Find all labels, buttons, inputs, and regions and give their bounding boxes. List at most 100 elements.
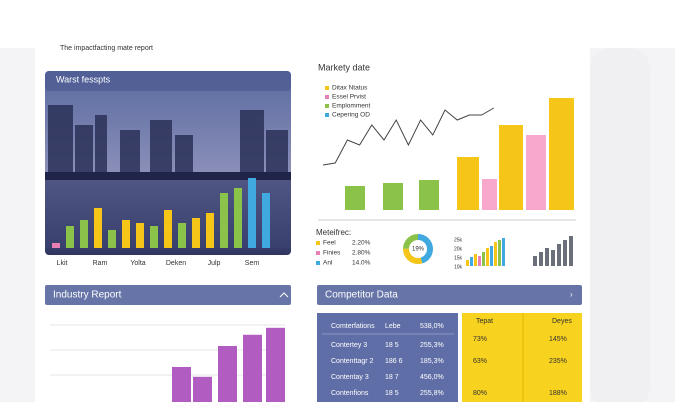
bar: [122, 220, 130, 248]
bar: [526, 135, 546, 210]
legend-swatch: [316, 251, 320, 255]
legend-label: Essel Prvist: [332, 94, 366, 101]
bar: [150, 226, 158, 248]
header-note: The impactfacting mate report: [60, 45, 153, 52]
x-label: Lkit: [57, 260, 68, 267]
bar: [502, 238, 505, 266]
bar: [533, 256, 537, 266]
table-cell: 80%: [473, 390, 487, 397]
table-cell: 186 6: [385, 358, 403, 365]
axis-label: 10k: [454, 264, 463, 270]
bar: [136, 223, 144, 248]
table-cell: Contenfions: [331, 390, 369, 397]
table-cell: 255,8%: [420, 390, 444, 397]
bar: [494, 242, 497, 266]
bar: [94, 208, 102, 248]
bar: [234, 188, 242, 248]
panel-title: Competitor Data: [325, 290, 398, 301]
legend-swatch: [325, 86, 329, 90]
legend-label: Emplomment: [332, 103, 370, 110]
bar: [248, 178, 256, 248]
title-band: [45, 71, 291, 91]
x-label: Yolta: [130, 260, 145, 267]
line: [322, 107, 495, 166]
metric-name: Finies: [323, 250, 341, 257]
bar: [172, 367, 191, 402]
metric-value: 2.80%: [352, 250, 371, 257]
bar: [549, 98, 574, 210]
bar: [383, 183, 403, 210]
right-table: [462, 313, 582, 407]
x-label: Ram: [93, 260, 108, 267]
chevron[interactable]: [279, 292, 289, 298]
bar: [457, 157, 479, 210]
table-cell: 235%: [549, 358, 567, 365]
bar: [569, 236, 573, 266]
legend-swatch: [325, 104, 329, 108]
metric-value: 14.0%: [352, 260, 371, 267]
city-panel: Warst fesspts: [45, 71, 291, 255]
table-header: Lebe: [385, 323, 401, 330]
table-cell: 63%: [473, 358, 487, 365]
arrow[interactable]: ›: [570, 290, 573, 299]
table-header: Tepat: [476, 318, 493, 325]
table-cell: Contenttagr 2: [331, 358, 374, 365]
bar: [243, 334, 262, 402]
legend-label: Ditax Ntatus: [332, 85, 368, 92]
table-cell: 18 5: [385, 342, 399, 349]
side-card: [590, 48, 650, 407]
panel-header: [317, 285, 582, 305]
bar: [52, 243, 60, 248]
metric-name: Anl: [323, 260, 333, 267]
donut-segment: [403, 234, 433, 264]
bar: [499, 125, 523, 210]
metric-name: Feel: [323, 240, 336, 247]
bar: [557, 244, 561, 266]
bar: [482, 252, 485, 266]
bar: [178, 223, 186, 248]
bar: [220, 193, 228, 248]
metric-value: 2.20%: [352, 240, 371, 247]
bar: [164, 210, 172, 248]
legend-swatch: [316, 261, 320, 265]
panel-title: Meteifrec:: [316, 228, 351, 237]
x-label: Julp: [208, 260, 221, 267]
bar: [551, 250, 555, 266]
bar: [345, 186, 365, 210]
table-cell: 18 5: [385, 390, 399, 397]
table-header: Comterfations: [331, 323, 375, 330]
legend-swatch: [316, 241, 320, 245]
bar: [539, 252, 543, 266]
bar: [474, 254, 477, 266]
table-cell: Contertey 3: [331, 342, 367, 349]
bridge: [45, 172, 291, 180]
bar: [419, 180, 439, 210]
panel-header: [45, 285, 291, 305]
bar: [193, 376, 212, 402]
panel-title: Warst fesspts: [56, 74, 111, 84]
donut-segment: [403, 234, 433, 264]
bar: [498, 240, 501, 266]
bar: [486, 248, 489, 266]
table-header: 538,0%: [420, 323, 444, 330]
skyline: [48, 105, 288, 175]
bar: [66, 226, 74, 248]
bar: [482, 179, 497, 210]
legend-label: Cepering OD: [332, 112, 370, 119]
bar: [545, 248, 549, 266]
axis-label: 20k: [454, 246, 463, 252]
panel-title: Markety date: [318, 62, 370, 72]
bar: [466, 260, 469, 266]
bar: [80, 220, 88, 248]
axis-label: 15k: [454, 255, 463, 261]
donut-label: 19%: [412, 247, 425, 253]
bar: [478, 256, 481, 266]
table-cell: 73%: [473, 336, 487, 343]
table-cell: 456,0%: [420, 374, 444, 381]
x-label: Deken: [166, 260, 186, 267]
x-label: Sem: [245, 260, 260, 267]
left-table: [317, 313, 458, 407]
bar: [206, 213, 214, 248]
legend-swatch: [325, 113, 329, 117]
